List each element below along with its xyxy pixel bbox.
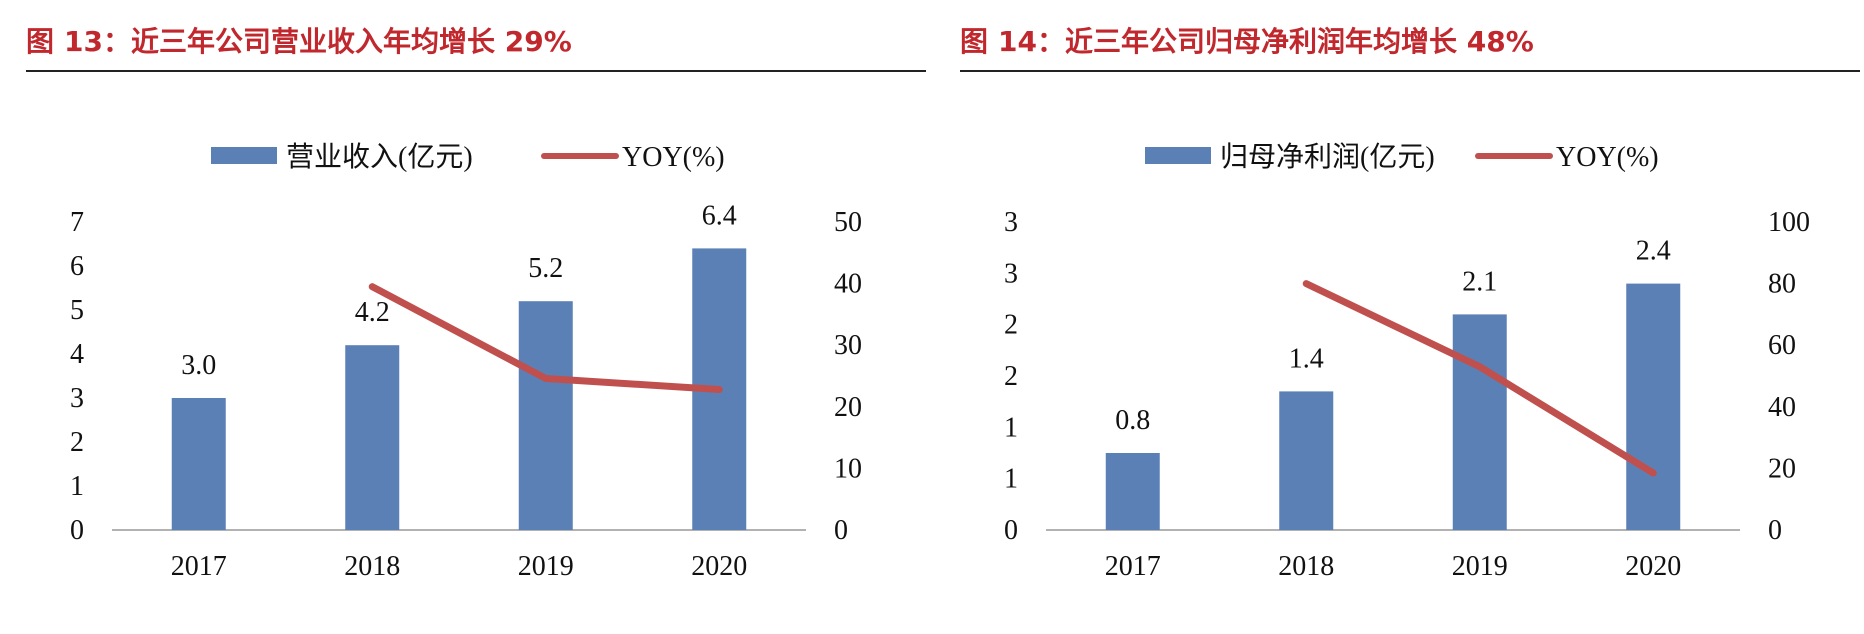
x-tick-label: 2018	[344, 551, 400, 582]
figure-title-text: 14：近三年公司归母净利润年均增长 48%	[998, 25, 1534, 58]
bar-data-label: 2.4	[1636, 236, 1671, 267]
y-left-tick-label: 6	[70, 251, 84, 282]
x-tick-label: 2019	[518, 551, 574, 582]
legend-swatch-bar	[211, 147, 277, 164]
legend-swatch-bar	[1145, 147, 1211, 164]
title-divider	[960, 70, 1860, 72]
y-left-tick-label: 2	[1004, 310, 1018, 341]
x-tick-label: 2019	[1452, 551, 1508, 582]
bar-data-label: 1.4	[1289, 343, 1324, 374]
bar	[1105, 453, 1160, 530]
bar	[171, 398, 226, 530]
figure-title-text: 13：近三年公司营业收入年均增长 29%	[64, 25, 572, 58]
bar	[1452, 314, 1507, 530]
y-right-tick-label: 50	[834, 207, 862, 238]
chart-panel-revenue: 图 13：近三年公司营业收入年均增长 29% 营业收入(亿元) YOY(%) 0 1 2 3…	[26, 0, 926, 634]
y-right-tick-label: 0	[834, 515, 848, 546]
y-right-tick-label: 80	[1768, 269, 1796, 300]
x-tick-label: 2017	[1105, 551, 1161, 582]
bar-data-label: 2.1	[1462, 266, 1497, 297]
figure-title: 图 14：近三年公司归母净利润年均增长 48%	[960, 20, 1860, 60]
y-right-tick-label: 10	[834, 453, 862, 484]
y-right-tick-label: 100	[1768, 207, 1810, 238]
bar	[518, 301, 573, 530]
y-left-tick-label: 2	[70, 427, 84, 458]
net-profit-chart: 归母净利润(亿元) YOY(%) 0 1 1 2 2 3 3 0 20 40 60 80 100 0.8 201…	[1004, 141, 1810, 582]
yoy-series-line	[368, 283, 723, 394]
bar-data-label: 5.2	[528, 253, 563, 284]
y-right-tick-label: 30	[834, 330, 862, 361]
y-left-tick-label: 4	[70, 339, 84, 370]
legend-label-line: YOY(%)	[1556, 142, 1659, 173]
bar	[1279, 391, 1334, 530]
y-left-tick-label: 1	[1004, 464, 1018, 495]
y-left-tick-label: 0	[1004, 515, 1018, 546]
title-divider	[26, 70, 926, 72]
legend-label-bar: 营业收入(亿元)	[286, 141, 473, 173]
x-tick-label: 2020	[691, 551, 747, 582]
bar-data-label: 4.2	[355, 297, 390, 328]
revenue-chart: 营业收入(亿元) YOY(%) 0 1 2 3 4 5 6 7 0 10 20 30 40 50 3.0 2017…	[70, 141, 862, 582]
y-right-tick-label: 40	[834, 269, 862, 300]
y-right-tick-label: 20	[834, 392, 862, 423]
bar	[345, 345, 400, 530]
y-left-tick-label: 3	[70, 383, 84, 414]
yoy-series-line	[1302, 280, 1657, 477]
bar-data-label: 6.4	[702, 200, 737, 231]
y-left-tick-label: 3	[1004, 258, 1018, 289]
x-tick-label: 2018	[1278, 551, 1334, 582]
x-tick-label: 2020	[1625, 551, 1681, 582]
x-tick-label: 2017	[171, 551, 227, 582]
figure-title: 图 13：近三年公司营业收入年均增长 29%	[26, 20, 926, 60]
y-left-tick-label: 1	[1004, 412, 1018, 443]
bar-data-label: 3.0	[181, 350, 216, 381]
y-left-tick-label: 5	[70, 295, 84, 326]
y-right-tick-label: 60	[1768, 330, 1796, 361]
chart-panel-net-profit: 图 14：近三年公司归母净利润年均增长 48% 归母净利润(亿元) YOY(%) 0 1…	[960, 0, 1860, 634]
figure-title-prefix: 图	[960, 25, 989, 58]
legend-label-bar: 归母净利润(亿元)	[1220, 141, 1435, 173]
y-right-tick-label: 20	[1768, 453, 1796, 484]
bar-data-label: 0.8	[1115, 405, 1150, 436]
y-right-tick-label: 0	[1768, 515, 1782, 546]
figure-title-prefix: 图	[26, 25, 55, 58]
bar	[1626, 283, 1681, 530]
legend-label-line: YOY(%)	[622, 142, 725, 173]
y-right-tick-label: 40	[1768, 392, 1796, 423]
y-left-tick-label: 1	[70, 471, 84, 502]
y-left-tick-label: 2	[1004, 361, 1018, 392]
y-left-tick-label: 0	[70, 515, 84, 546]
y-left-tick-label: 7	[70, 207, 84, 238]
y-left-tick-label: 3	[1004, 207, 1018, 238]
